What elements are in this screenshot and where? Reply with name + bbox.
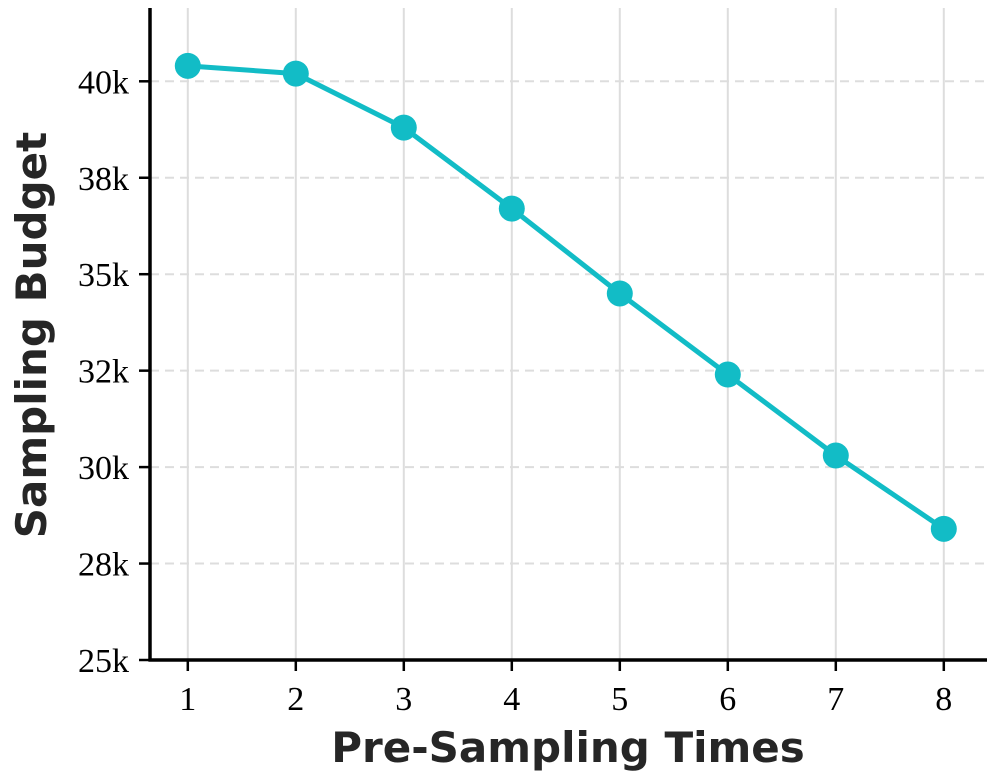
data-point <box>930 515 957 542</box>
data-point <box>714 361 741 388</box>
data-point <box>174 52 201 79</box>
y-tick-label: 25k <box>78 643 129 680</box>
x-tick-label: 5 <box>611 681 628 718</box>
data-point <box>606 280 633 307</box>
y-tick-label: 32k <box>78 354 129 391</box>
x-axis-title: Pre-Sampling Times <box>331 723 805 772</box>
x-tick-label: 4 <box>503 681 520 718</box>
y-tick-label: 28k <box>78 547 129 584</box>
data-point <box>822 442 849 469</box>
x-tick-label: 3 <box>395 681 412 718</box>
x-tick-label: 2 <box>287 681 304 718</box>
x-tick-label: 8 <box>935 681 952 718</box>
y-tick-label: 38k <box>78 161 129 198</box>
data-point <box>282 60 309 87</box>
grid-lines <box>150 8 987 660</box>
tick-labels: 1 2 3 4 5 6 7 8 25k 28k 30k 32k 35k 38k 40k <box>78 64 952 718</box>
x-tick-label: 1 <box>179 681 196 718</box>
axes <box>139 8 987 671</box>
x-tick-label: 7 <box>827 681 844 718</box>
y-tick-label: 30k <box>78 450 129 487</box>
y-tick-label: 40k <box>78 64 129 101</box>
x-tick-label: 6 <box>719 681 736 718</box>
y-tick-label: 35k <box>78 257 129 294</box>
series-layer <box>174 52 957 542</box>
y-axis-title: Sampling Budget <box>7 132 56 538</box>
series-line <box>187 63 946 531</box>
data-point <box>390 114 417 141</box>
data-point <box>498 195 525 222</box>
